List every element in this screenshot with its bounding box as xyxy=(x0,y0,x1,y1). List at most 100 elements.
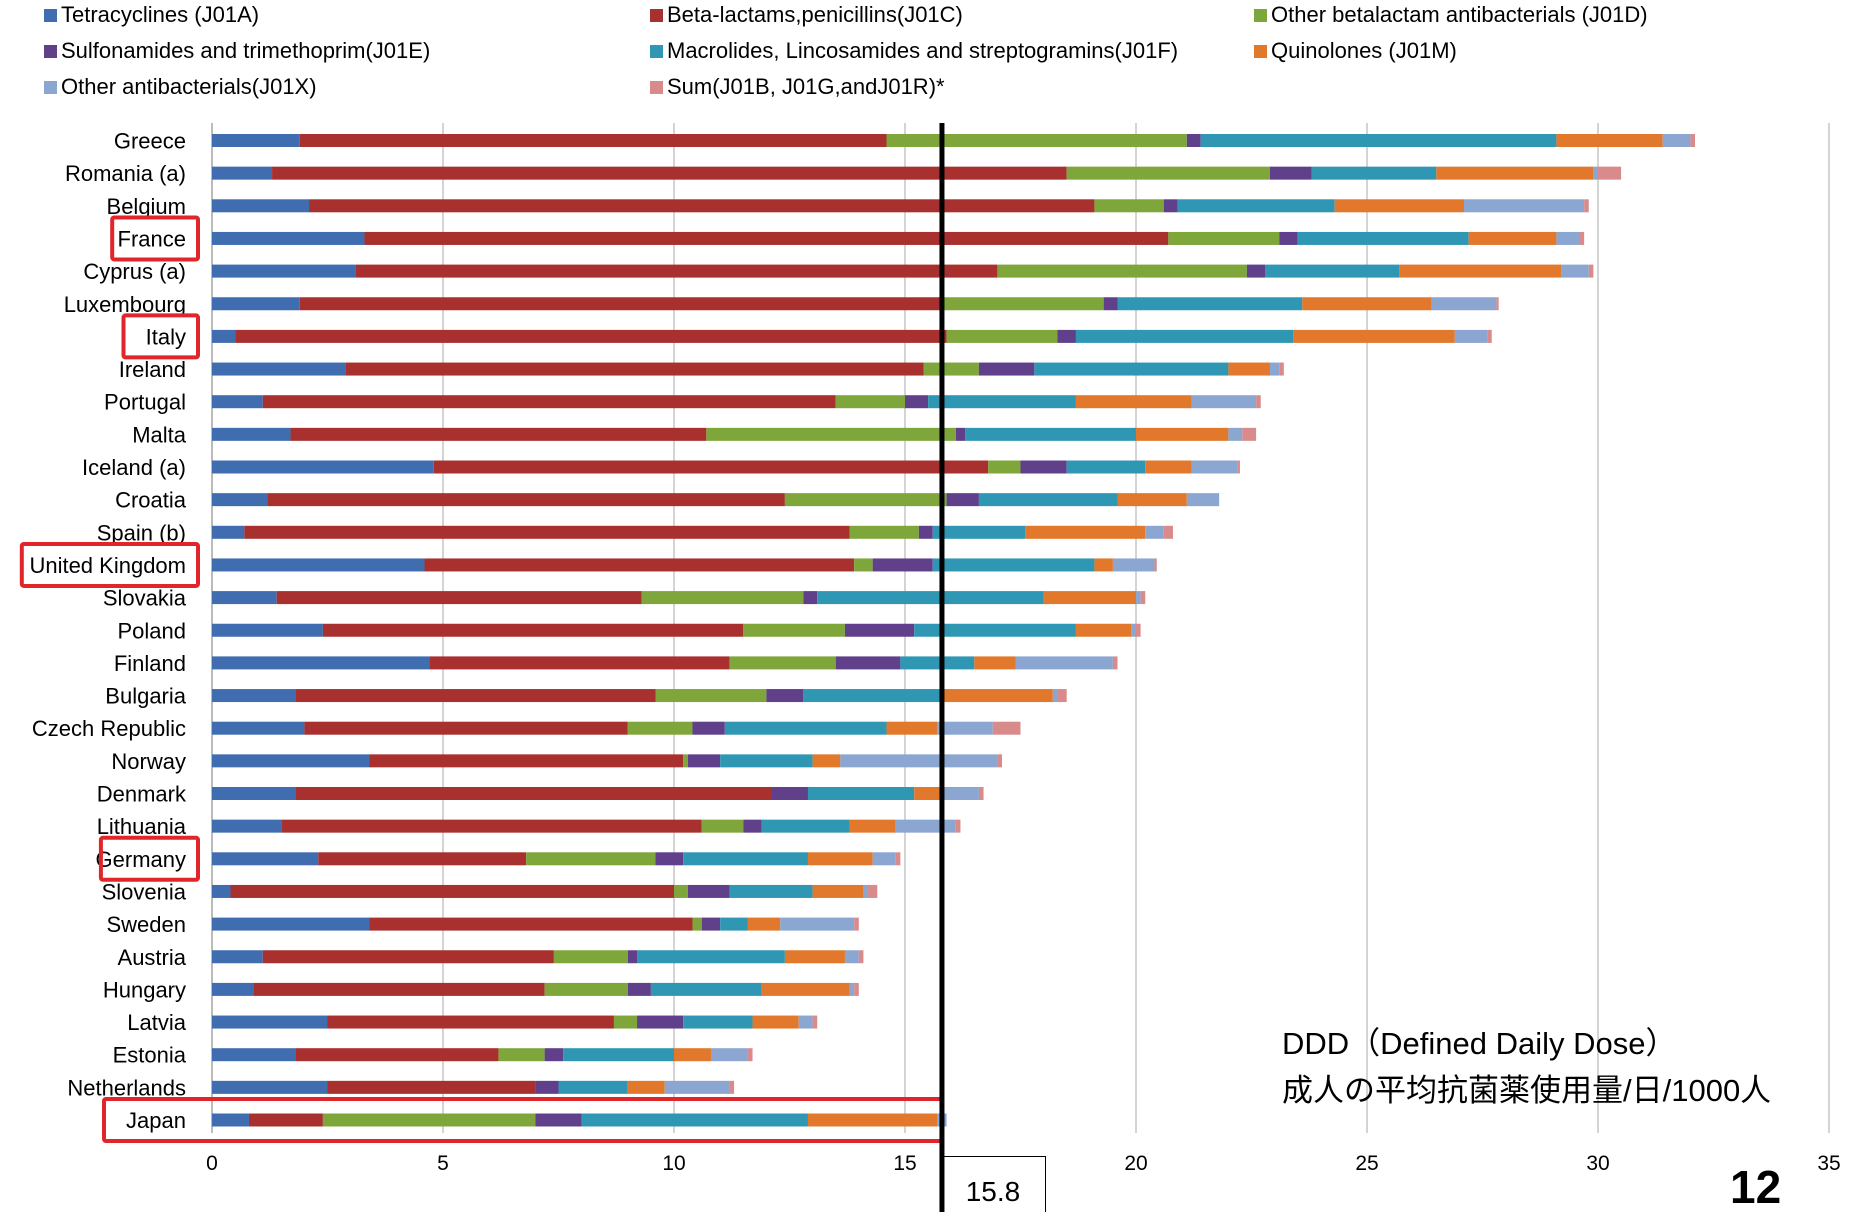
bar-segment-macrolides-lincosamides-and-streptogramins-j01f xyxy=(563,1048,674,1062)
bar-segment-macrolides-lincosamides-and-streptogramins-j01f xyxy=(803,689,942,703)
bar-segment-sulfonamides-and-trimethoprim-j01e xyxy=(803,591,818,605)
bar-stack-slovakia xyxy=(212,591,1146,605)
bar-stack-sweden xyxy=(212,917,859,931)
bar-segment-beta-lactams-penicillins-j01c xyxy=(322,623,744,637)
legend-swatch xyxy=(650,45,663,58)
bar-segment-beta-lactams-penicillins-j01c xyxy=(290,427,707,441)
bar-segment-sum-j01b-j01g-andj01r xyxy=(1057,689,1067,703)
bar-segment-beta-lactams-penicillins-j01c xyxy=(235,329,947,343)
bar-segment-quinolones-j01m xyxy=(807,852,873,866)
category-label-bulgaria: Bulgaria xyxy=(105,684,186,709)
bar-segment-other-antibacterials-j01x xyxy=(1431,297,1497,311)
bar-segment-other-betalactam-antibacterials-j01d xyxy=(886,134,1187,147)
bar-segment-beta-lactams-penicillins-j01c xyxy=(364,231,1169,245)
bar-segment-other-antibacterials-j01x xyxy=(1131,623,1136,637)
category-label-croatia: Croatia xyxy=(115,488,187,513)
bar-segment-sulfonamides-and-trimethoprim-j01e xyxy=(1246,264,1266,278)
bar-segment-quinolones-j01m xyxy=(1043,591,1136,605)
bar-segment-other-betalactam-antibacterials-j01d xyxy=(743,623,845,637)
bar-segment-tetracyclines-j01a xyxy=(212,231,365,245)
bar-segment-other-betalactam-antibacterials-j01d xyxy=(627,721,693,735)
bar-stack-spain-b xyxy=(212,525,1173,539)
bar-segment-other-antibacterials-j01x xyxy=(798,1015,813,1029)
bar-segment-quinolones-j01m xyxy=(1556,134,1663,147)
bar-segment-other-antibacterials-j01x xyxy=(1112,558,1155,572)
x-tick-label: 15 xyxy=(893,1152,916,1175)
bar-segment-sulfonamides-and-trimethoprim-j01e xyxy=(535,1113,582,1127)
category-label-italy: Italy xyxy=(146,324,186,349)
bar-stack-luxembourg xyxy=(212,297,1499,311)
bar-segment-tetracyclines-j01a xyxy=(212,329,236,343)
bar-segment-other-betalactam-antibacterials-j01d xyxy=(683,754,688,768)
bar-segment-other-antibacterials-j01x xyxy=(710,1048,748,1062)
bar-segment-sulfonamides-and-trimethoprim-j01e xyxy=(1103,297,1118,311)
bar-segment-quinolones-j01m xyxy=(1228,362,1270,376)
bar-segment-tetracyclines-j01a xyxy=(212,591,277,605)
legend-label: Beta-lactams,penicillins(J01C) xyxy=(667,2,963,27)
bar-segment-macrolides-lincosamides-and-streptogramins-j01f xyxy=(729,884,813,898)
bar-stack-greece xyxy=(212,134,1696,147)
bar-segment-sulfonamides-and-trimethoprim-j01e xyxy=(766,689,804,703)
bar-segment-sulfonamides-and-trimethoprim-j01e xyxy=(701,917,721,931)
legend-swatch xyxy=(1254,9,1267,22)
bar-segment-other-antibacterials-j01x xyxy=(1269,362,1280,376)
category-label-cyprus-a: Cyprus (a) xyxy=(83,259,186,284)
bar-segment-other-antibacterials-j01x xyxy=(1662,134,1691,147)
ddd-annotation-line2: 成人の平均抗菌薬使用量/日/1000人 xyxy=(1282,1073,1772,1108)
bar-segment-sum-j01b-j01g-andj01r xyxy=(1256,395,1261,409)
bar-segment-beta-lactams-penicillins-j01c xyxy=(318,852,527,866)
bar-segment-other-betalactam-antibacterials-j01d xyxy=(544,982,628,996)
bar-segment-other-antibacterials-j01x xyxy=(1191,395,1257,409)
bar-stack-finland xyxy=(212,656,1118,670)
bar-segment-beta-lactams-penicillins-j01c xyxy=(429,656,730,670)
bar-segment-sulfonamides-and-trimethoprim-j01e xyxy=(1279,231,1298,245)
bar-segment-tetracyclines-j01a xyxy=(212,362,346,376)
bar-segment-macrolides-lincosamides-and-streptogramins-j01f xyxy=(558,1080,628,1094)
bar-segment-tetracyclines-j01a xyxy=(212,884,231,898)
bar-segment-beta-lactams-penicillins-j01c xyxy=(267,493,785,507)
category-label-slovakia: Slovakia xyxy=(103,586,187,611)
bar-segment-sum-j01b-j01g-andj01r xyxy=(1579,231,1585,245)
bar-stack-denmark xyxy=(212,787,984,800)
highlight-box-france xyxy=(110,215,200,262)
bar-segment-sum-j01b-j01g-andj01r xyxy=(729,1080,735,1094)
category-label-poland: Poland xyxy=(117,618,186,643)
bar-segment-tetracyclines-j01a xyxy=(212,982,254,996)
bar-segment-beta-lactams-penicillins-j01c xyxy=(299,297,942,311)
legend-item-other-antibacterials-j01x: Other antibacterials(J01X) xyxy=(44,74,317,100)
bar-segment-other-antibacterials-j01x xyxy=(1145,525,1164,539)
bar-segment-tetracyclines-j01a xyxy=(212,950,263,964)
bar-stack-lithuania xyxy=(212,819,961,833)
bar-segment-tetracyclines-j01a xyxy=(212,460,434,474)
bar-segment-quinolones-j01m xyxy=(886,721,938,735)
category-label-slovenia: Slovenia xyxy=(102,879,187,904)
legend-item-other-betalactam-antibacterials-j01d: Other betalactam antibacterials (J01D) xyxy=(1254,2,1648,28)
bar-segment-sum-j01b-j01g-andj01r xyxy=(1279,362,1284,376)
bar-segment-beta-lactams-penicillins-j01c xyxy=(295,1048,499,1062)
bar-segment-quinolones-j01m xyxy=(627,1080,665,1094)
bar-segment-tetracyclines-j01a xyxy=(212,819,282,833)
bar-segment-other-antibacterials-j01x xyxy=(844,950,859,964)
bar-segment-quinolones-j01m xyxy=(1075,623,1132,637)
bar-segment-other-betalactam-antibacterials-j01d xyxy=(553,950,628,964)
x-tick-label: 10 xyxy=(662,1152,685,1175)
bar-segment-macrolides-lincosamides-and-streptogramins-j01f xyxy=(1034,362,1229,376)
bar-segment-sulfonamides-and-trimethoprim-j01e xyxy=(692,721,725,735)
bar-segment-sum-j01b-j01g-andj01r xyxy=(978,787,984,800)
bar-segment-other-antibacterials-j01x xyxy=(1052,689,1058,703)
bar-segment-beta-lactams-penicillins-j01c xyxy=(369,917,693,931)
legend-swatch xyxy=(1254,45,1267,58)
bar-segment-macrolides-lincosamides-and-streptogramins-j01f xyxy=(900,656,975,670)
bar-segment-sulfonamides-and-trimethoprim-j01e xyxy=(905,395,929,409)
bar-segment-quinolones-j01m xyxy=(812,754,841,768)
x-tick-label: 0 xyxy=(206,1152,218,1175)
bar-segment-macrolides-lincosamides-and-streptogramins-j01f xyxy=(650,982,762,996)
bar-stack-romania-a xyxy=(212,166,1622,180)
bar-segment-macrolides-lincosamides-and-streptogramins-j01f xyxy=(720,754,813,768)
category-label-japan: Japan xyxy=(126,1108,186,1133)
category-label-denmark: Denmark xyxy=(97,782,187,807)
bar-segment-other-antibacterials-j01x xyxy=(863,884,869,898)
bar-segment-quinolones-j01m xyxy=(1399,264,1562,278)
bar-segment-beta-lactams-penicillins-j01c xyxy=(281,819,702,833)
bar-segment-other-antibacterials-j01x xyxy=(840,754,998,768)
